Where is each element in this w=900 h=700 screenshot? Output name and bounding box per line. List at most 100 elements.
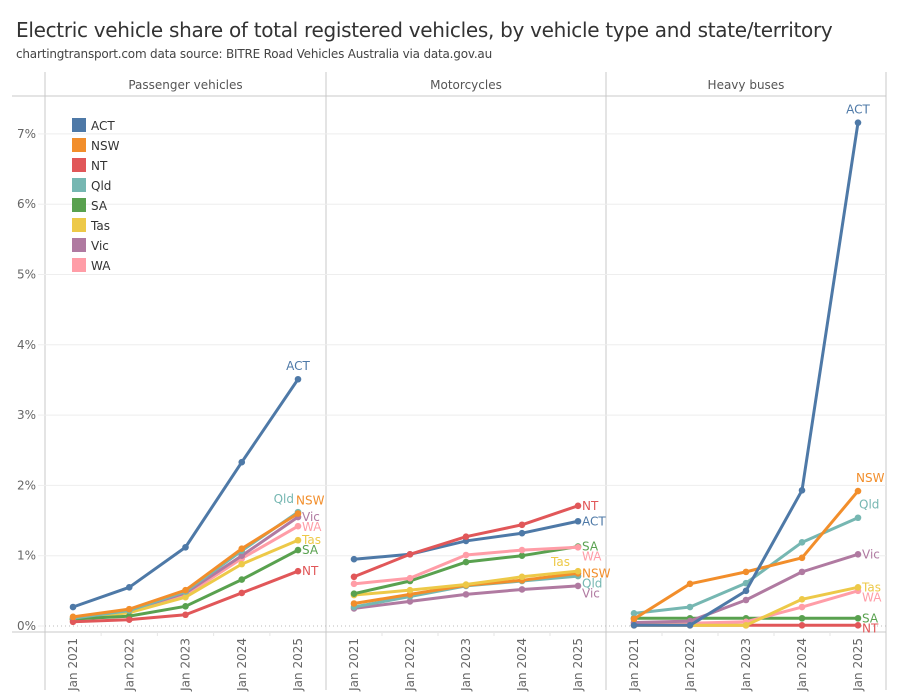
end-label: WA <box>582 550 602 564</box>
x-tick-label: Jan 2025 <box>571 638 585 692</box>
legend-item-wa: WA <box>72 258 111 273</box>
panels: Passenger vehicles Jan 2021 Jan 2022 Jan 20… <box>66 78 885 692</box>
legend-swatch <box>72 198 86 212</box>
legend: ACT NSW NT Qld SA Tas Vic WA <box>72 118 120 273</box>
data-point <box>125 605 133 613</box>
chart-subtitle: chartingtransport.com data source: BITRE… <box>16 47 492 61</box>
series-nt <box>69 567 302 626</box>
series-line <box>72 512 299 619</box>
y-tick-label: 6% <box>17 197 36 211</box>
data-point <box>350 555 358 563</box>
data-point <box>238 560 246 568</box>
legend-item-nsw: NSW <box>72 138 120 153</box>
data-point <box>798 621 806 629</box>
panel-motorcycles: Motorcycles Jan 2021 Jan 2022 Jan 2023 Jan 2… <box>347 78 611 692</box>
data-point <box>294 375 302 383</box>
y-tick-label: 0% <box>17 619 36 633</box>
legend-swatch <box>72 158 86 172</box>
legend-item-nt: NT <box>72 158 108 173</box>
end-label: SA <box>582 540 599 554</box>
x-tick-label: Jan 2022 <box>122 638 136 692</box>
data-point <box>518 529 526 537</box>
panel-header: Motorcycles <box>430 78 502 92</box>
legend-swatch <box>72 118 86 132</box>
data-point <box>238 576 246 583</box>
data-point <box>238 458 246 466</box>
legend-item-act: ACT <box>72 118 115 133</box>
series-line <box>72 510 299 620</box>
data-point <box>798 554 806 562</box>
data-point <box>238 552 246 559</box>
x-tick-label: Jan 2021 <box>627 638 641 692</box>
series-act <box>69 375 302 611</box>
data-point <box>518 546 526 554</box>
data-point <box>630 615 638 623</box>
y-tick-label: 5% <box>17 268 36 282</box>
gridlines <box>45 133 886 627</box>
data-point <box>294 546 302 554</box>
data-point <box>518 573 526 581</box>
data-point <box>238 589 246 597</box>
data-point <box>462 533 470 541</box>
x-tick-label: Jan 2025 <box>291 638 305 692</box>
series-line <box>72 378 300 609</box>
data-point <box>518 552 526 559</box>
data-point <box>69 603 77 611</box>
legend-label: Tas <box>90 219 110 233</box>
y-tick-label: 2% <box>17 478 36 492</box>
data-point <box>518 586 526 593</box>
end-label: NT <box>862 621 879 635</box>
end-label: Tas <box>301 533 321 547</box>
end-label: Qld <box>274 492 294 506</box>
data-point <box>742 621 750 629</box>
x-tick-label: Jan 2024 <box>235 638 249 692</box>
y-tick-label: 4% <box>17 338 36 352</box>
x-tick-label: Jan 2024 <box>795 638 809 692</box>
panel-header: Heavy buses <box>708 78 785 92</box>
data-point <box>238 545 246 552</box>
x-tick-label: Jan 2021 <box>66 638 80 692</box>
data-point <box>854 550 862 558</box>
data-point <box>182 586 189 594</box>
data-point <box>350 580 358 588</box>
data-point <box>462 581 470 588</box>
data-point <box>854 487 862 495</box>
end-label: Vic <box>582 586 600 600</box>
data-point <box>294 522 302 530</box>
legend-label: NSW <box>91 139 120 153</box>
data-point <box>182 543 189 551</box>
end-label: NSW <box>296 494 325 508</box>
series-nsw <box>630 487 862 623</box>
x-tick-label: Jan 2025 <box>851 638 865 692</box>
panel-header: Passenger vehicles <box>128 78 242 92</box>
y-tick-label: 3% <box>17 408 36 422</box>
end-label: Qld <box>582 576 602 590</box>
data-point <box>742 568 750 576</box>
series-nt <box>350 502 582 581</box>
x-tick-label: Jan 2024 <box>515 638 529 692</box>
end-label: NSW <box>856 471 885 485</box>
data-point <box>350 590 358 597</box>
data-point <box>182 603 189 610</box>
end-label: Qld <box>859 498 879 512</box>
legend-swatch <box>72 258 86 272</box>
legend-item-qld: Qld <box>72 178 111 193</box>
data-point <box>798 595 806 603</box>
panel-heavy-buses: Heavy buses Jan 2021 Jan 2022 Jan 2023 Jan 2… <box>627 78 885 692</box>
x-tick-label: Jan 2023 <box>179 638 193 692</box>
panel-passenger-vehicles: Passenger vehicles Jan 2021 Jan 2022 Jan 20… <box>66 78 325 692</box>
data-point <box>462 591 470 598</box>
x-tick-label: Jan 2023 <box>739 638 753 692</box>
end-label: Tas <box>861 580 881 594</box>
end-label: WA <box>302 520 322 534</box>
data-point <box>350 573 358 581</box>
data-point <box>574 502 582 510</box>
data-point <box>69 618 77 626</box>
data-point <box>742 596 750 604</box>
legend-label: SA <box>91 199 108 213</box>
data-point <box>574 543 582 551</box>
x-tick-label: Jan 2023 <box>459 638 473 692</box>
data-point <box>742 587 750 595</box>
data-point <box>182 593 189 601</box>
